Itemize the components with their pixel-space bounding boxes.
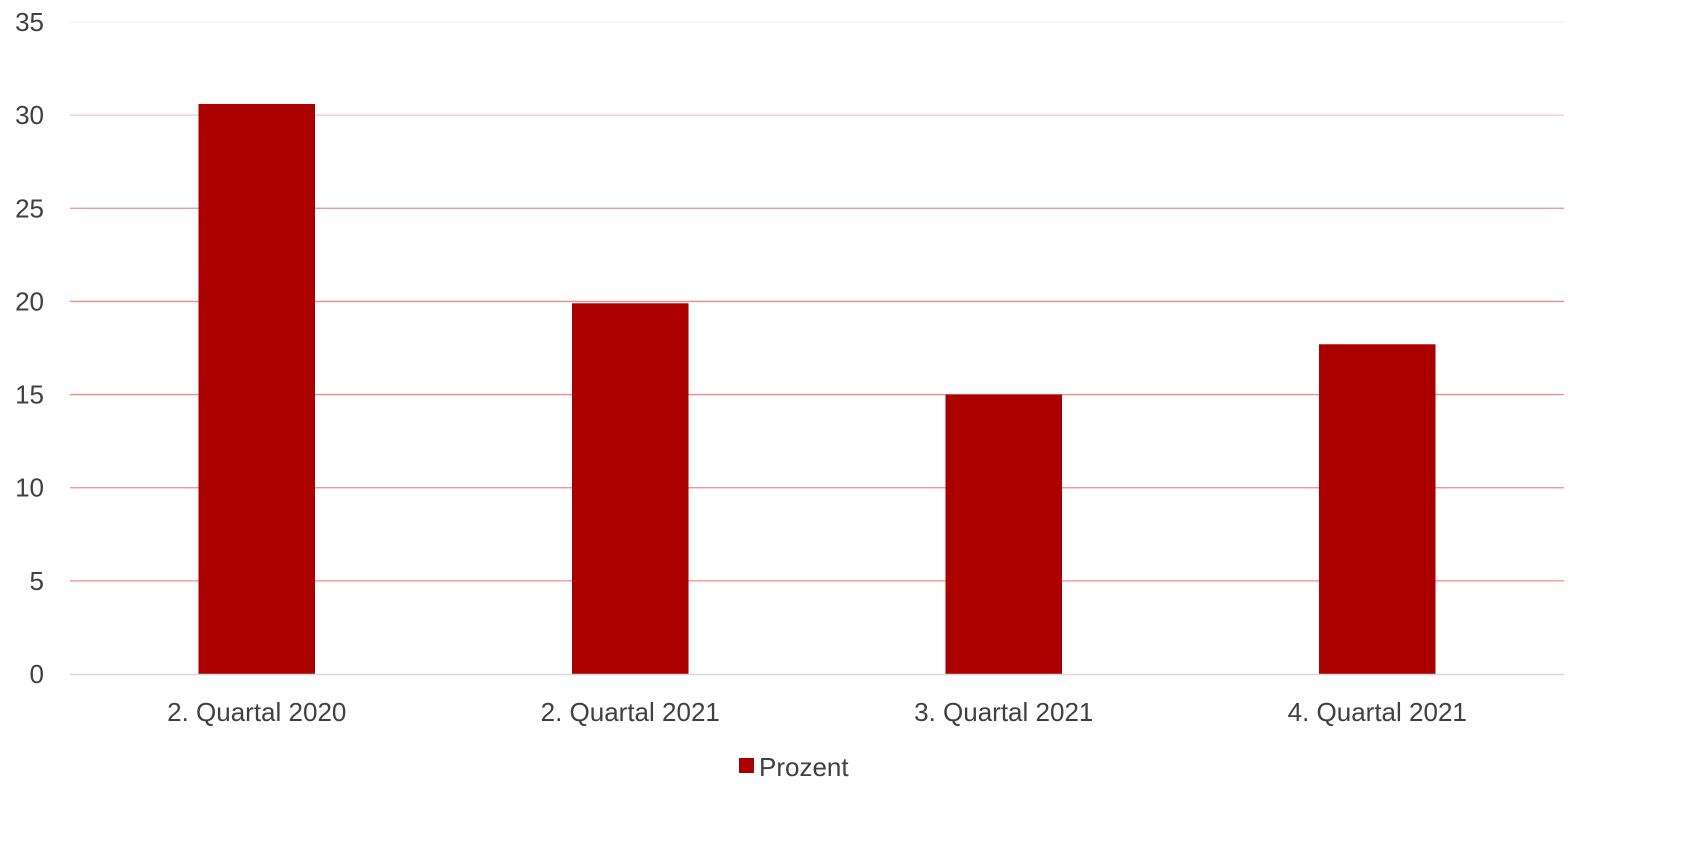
bars [198,103,1436,675]
x-category-label: 3. Quartal 2021 [914,697,1093,727]
x-category-label: 2. Quartal 2021 [541,697,720,727]
y-tick-label: 20 [15,286,44,316]
bar-1 [198,103,316,675]
y-tick-label: 35 [15,7,44,37]
legend-label-prozent: Prozent [759,752,849,782]
gridlines [70,21,1564,582]
bar-3 [945,394,1063,674]
x-axis-category-labels: 2. Quartal 2020 2. Quartal 2021 3. Quartal… [167,697,1467,727]
bar-4 [1318,344,1436,674]
x-category-label: 2. Quartal 2020 [167,697,346,727]
bar-2 [571,303,689,674]
legend-swatch-prozent [739,758,754,773]
y-tick-label: 15 [15,380,44,410]
legend: Prozent [739,752,849,782]
y-tick-label: 0 [30,659,44,689]
y-tick-label: 25 [15,193,44,223]
y-tick-label: 5 [30,566,44,596]
y-axis-tick-labels: 0 5 10 15 20 25 30 35 [15,7,44,689]
y-tick-label: 10 [15,473,44,503]
y-tick-label: 30 [15,100,44,130]
x-category-label: 4. Quartal 2021 [1288,697,1467,727]
